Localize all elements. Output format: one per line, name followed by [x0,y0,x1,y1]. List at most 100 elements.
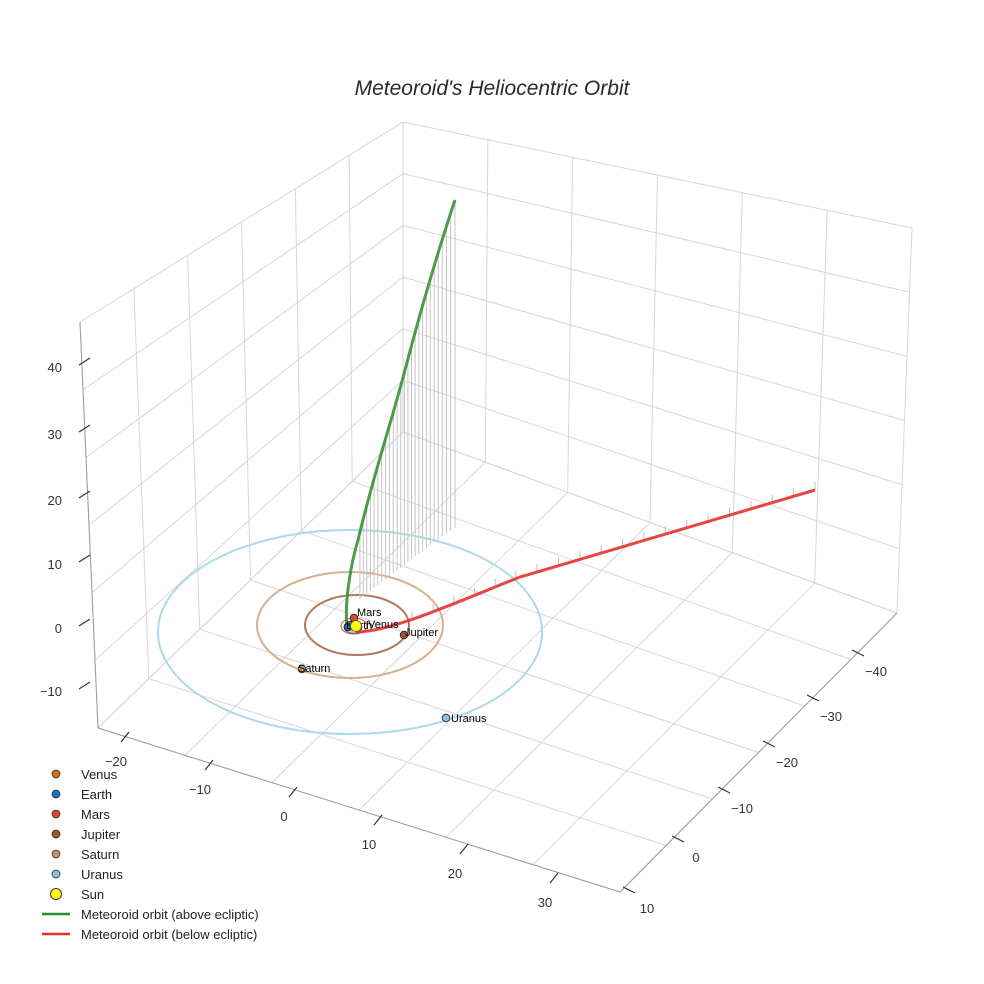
legend-label: Saturn [81,847,119,862]
tick-mark [549,872,559,884]
legend-item[interactable]: Meteoroid orbit (above ecliptic) [42,907,259,922]
tick-mark [78,681,91,690]
legend-marker-swatch [51,849,61,859]
legend-marker-swatch [51,789,61,799]
tick-mark [459,843,469,855]
tick-label: 10 [640,901,654,916]
grid-line [402,276,905,421]
tick-mark [851,649,865,657]
x-axis-ticks: −40 −30 −20 −10 0 10 [622,649,887,916]
legend-item[interactable]: Mars [51,807,110,822]
grid-line [348,155,353,482]
legend-item[interactable]: Saturn [51,847,119,862]
tick-label: 40 [48,360,62,375]
tick-label: 0 [280,809,287,824]
tick-label: −10 [731,801,753,816]
tick-label: 10 [48,557,62,572]
legend-item[interactable]: Sun [50,887,105,902]
tick-label: −30 [820,709,842,724]
tick-mark [717,786,731,794]
orbit-ellipse [157,529,543,735]
tick-mark [806,694,820,702]
legend-label: Earth [81,787,112,802]
tick-mark [622,886,636,894]
grid-line [294,188,302,531]
y-axis-ticks: −20 −10 0 10 20 30 [105,731,559,910]
planet-label: Jupiter [405,627,438,639]
tick-mark [762,740,776,748]
tick-mark [78,618,91,627]
sun-marker [350,620,362,632]
legend-item[interactable]: Earth [51,787,112,802]
grid-line [896,227,913,614]
tick-mark [78,357,91,366]
legend-item[interactable]: Venus [51,767,118,782]
grid-line [79,121,404,323]
tick-label: 0 [55,621,62,636]
tick-mark [288,786,298,798]
meteoroid-drop-lines [359,200,816,620]
grid-line [445,552,733,838]
tick-label: −20 [776,755,798,770]
grid-line [402,121,913,229]
planet-marker [399,630,409,640]
legend-marker-swatch [51,769,61,779]
grid-line [402,431,898,614]
legend-label: Venus [81,767,118,782]
tick-mark [120,731,130,743]
tick-label: 20 [48,493,62,508]
planet-label: Uranus [451,713,487,725]
meteoroid-orbit [344,199,816,634]
grid-line [351,480,852,660]
axis-line [97,727,621,893]
tick-label: 0 [692,850,699,865]
legend-item[interactable]: Meteoroid orbit (below ecliptic) [42,927,257,942]
legend-marker-swatch [51,869,61,879]
chart-title: Meteoroid's Heliocentric Orbit [355,77,631,100]
grid-line [402,173,910,293]
meteoroid-orbit-below [355,488,816,634]
grid-line [402,224,908,357]
right-pane-grid [402,121,913,614]
axis-line [79,321,99,729]
grid-line [731,192,743,553]
tick-mark [78,554,91,563]
grid-line [85,224,404,458]
legend-label: Jupiter [81,827,121,842]
meteoroid-orbit-above [344,199,457,629]
legend-label: Sun [81,887,104,902]
grid-line [88,276,404,526]
legend-item[interactable]: Uranus [51,867,123,882]
planet-label: Saturn [298,663,330,675]
legend-marker-swatch [50,888,62,900]
back-pane-grid [79,121,404,729]
axis-lines [79,321,898,893]
tick-mark [671,835,685,843]
tick-label: 20 [448,866,462,881]
planet-marker [297,664,307,674]
tick-label: −20 [105,754,127,769]
tick-mark [204,759,214,771]
legend-label: Meteoroid orbit (below ecliptic) [81,927,257,942]
tick-label: 30 [538,895,552,910]
tick-label: −40 [865,664,887,679]
orbit-ellipse [304,594,410,656]
planet-label: Venus [368,619,399,631]
grid-line [82,173,404,391]
tick-label: 10 [362,837,376,852]
legend-marker-swatch [51,829,61,839]
legend-label: Uranus [81,867,123,882]
tick-mark [373,814,383,826]
tick-label: 30 [48,427,62,442]
axis-line [619,612,898,893]
tick-label: −10 [189,782,211,797]
z-axis-ticks: −10 0 10 20 30 40 [40,357,91,699]
tick-mark [78,424,91,433]
grid-line [814,210,828,583]
legend[interactable]: Venus Earth Mars Jupiter Saturn Uranus Sun Mete… [42,767,259,942]
tick-label: −10 [40,684,62,699]
legend-item[interactable]: Jupiter [51,827,121,842]
tick-mark [78,490,91,499]
legend-label: Mars [81,807,110,822]
